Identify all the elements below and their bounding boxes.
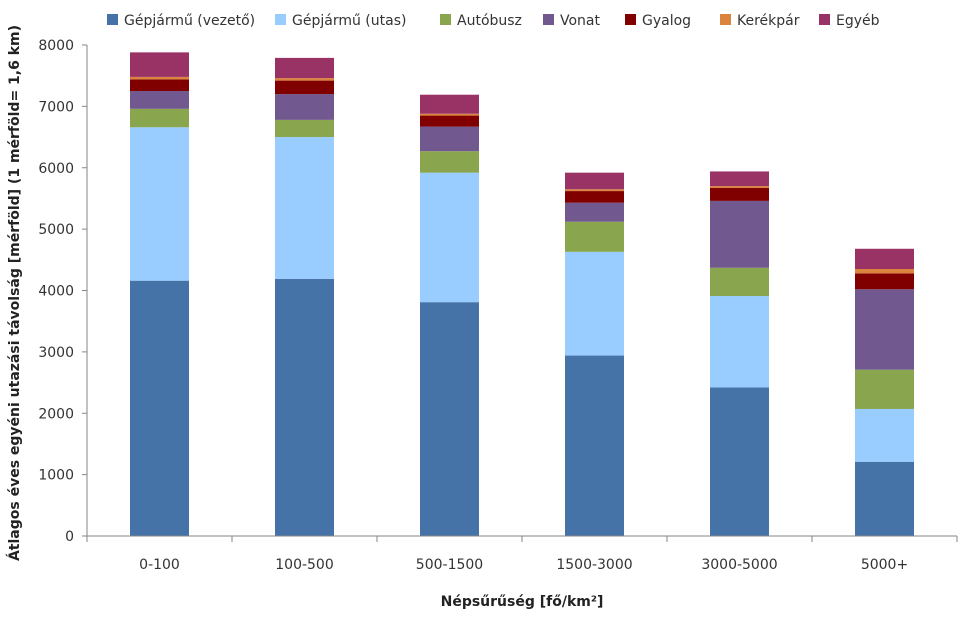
y-tick-label: 0 (65, 529, 74, 545)
bar-segment (420, 94, 479, 114)
legend-swatch (625, 14, 636, 25)
bar-segment (130, 280, 189, 536)
bar-segment (130, 108, 189, 128)
bar-segment (855, 369, 914, 409)
legend-label: Gépjármű (utas) (292, 13, 406, 29)
x-tick-label: 5000+ (861, 557, 908, 573)
bar-segment (855, 248, 914, 270)
bar-segment (275, 119, 334, 138)
y-axis-ticks: 0 1000 2000 3000 4000 5000 6000 7000 8000 (38, 38, 87, 545)
bar-segment (710, 387, 769, 536)
y-tick-label: 1000 (38, 468, 74, 484)
bar-segment (275, 278, 334, 536)
bar-segment (130, 79, 189, 92)
bar-segment (710, 171, 769, 187)
bar-segment (275, 78, 334, 81)
y-tick-label: 8000 (38, 38, 74, 54)
legend-label: Gépjármű (vezető) (124, 13, 255, 29)
y-tick-label: 4000 (38, 284, 74, 300)
y-tick-label: 5000 (38, 222, 74, 238)
bar-segment (565, 202, 624, 222)
legend-swatch (543, 14, 554, 25)
bar-segment (710, 296, 769, 388)
legend-swatch (720, 14, 731, 25)
x-tick-label: 1500-3000 (556, 557, 632, 573)
x-tick-label: 500-1500 (416, 557, 483, 573)
legend-swatch (107, 14, 118, 25)
bar-segment (855, 461, 914, 536)
bar-segment (565, 355, 624, 536)
bar-segment (130, 91, 189, 109)
bar-segment (130, 76, 189, 80)
bar-segment (275, 94, 334, 120)
bar-segment (275, 137, 334, 279)
bar-segment (710, 188, 769, 201)
y-tick-label: 7000 (38, 99, 74, 115)
bar-segment (855, 269, 914, 274)
x-axis-ticks: 0-100 100-500 500-1500 1500-3000 3000-5000 50… (86, 536, 958, 573)
y-tick-label: 6000 (38, 161, 74, 177)
y-tick-label: 3000 (38, 345, 74, 361)
bar-segment (130, 127, 189, 281)
legend: Gépjármű (vezető) Gépjármű (utas) Autóbusz… (107, 13, 880, 29)
bar-segment (565, 189, 624, 192)
bar-segment (565, 172, 624, 190)
bar-segment (855, 289, 914, 370)
bar-segment (710, 200, 769, 268)
legend-label: Vonat (560, 13, 601, 29)
bars-area (130, 52, 914, 536)
bar-segment (275, 80, 334, 95)
x-tick-label: 0-100 (139, 557, 180, 573)
legend-swatch (275, 14, 286, 25)
bar-segment (710, 267, 769, 297)
bar-segment (710, 186, 769, 189)
bar-segment (420, 115, 479, 127)
bar-segment (275, 57, 334, 79)
legend-label: Gyalog (642, 13, 691, 29)
legend-swatch (819, 14, 830, 25)
bar-segment (855, 408, 914, 462)
bar-segment (130, 52, 189, 77)
legend-swatch (440, 14, 451, 25)
bar-segment (855, 273, 914, 290)
legend-label: Egyéb (836, 13, 880, 29)
bar-segment (565, 221, 624, 252)
axes (86, 45, 957, 537)
legend-label: Autóbusz (457, 13, 522, 29)
bar-segment (420, 113, 479, 116)
x-tick-label: 100-500 (275, 557, 334, 573)
bar-segment (420, 126, 479, 152)
legend-label: Kerékpár (737, 13, 800, 29)
bar-segment (420, 151, 479, 173)
bar-segment (420, 302, 479, 536)
y-tick-label: 2000 (38, 406, 74, 422)
bar-segment (565, 191, 624, 203)
bar-segment (565, 251, 624, 356)
y-axis-title: Átlagos éves egyéni utazási távolság [mé… (6, 25, 23, 561)
bar-segment (420, 172, 479, 303)
x-axis-title: Népsűrűség [fő/km²] (441, 594, 604, 610)
x-tick-label: 3000-5000 (701, 557, 777, 573)
